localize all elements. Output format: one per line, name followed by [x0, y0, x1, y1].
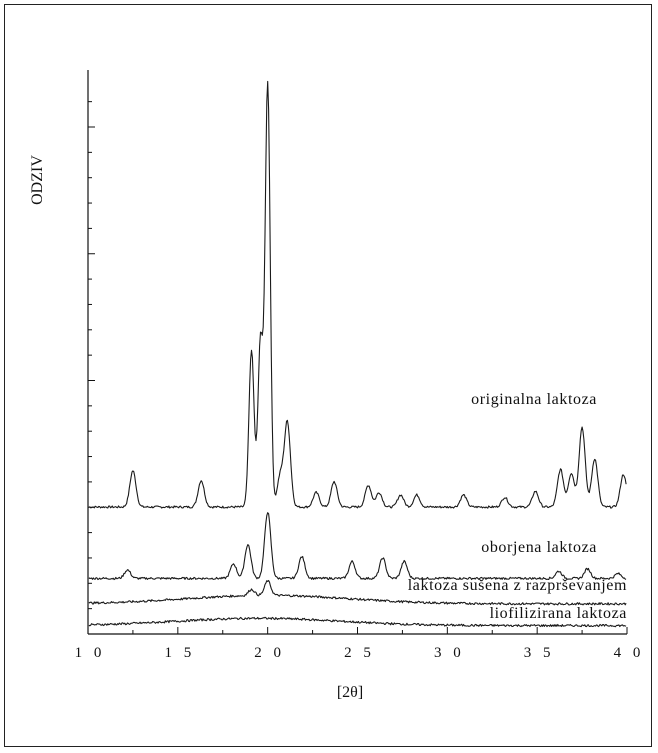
chart-axes — [87, 70, 628, 635]
series-line-3 — [88, 579, 627, 606]
series-line-2 — [88, 512, 627, 581]
y-axis-label: ODZIV — [29, 155, 46, 205]
x-tick-label: 1 5 — [164, 645, 195, 661]
x-tick-label: 2 0 — [254, 645, 285, 661]
x-tick-label: 3 5 — [524, 645, 555, 661]
chart-labels: 1 0 1 5 2 0 2 5 3 0 3 5 4 0 originalna laktoza o… — [75, 391, 645, 661]
x-tick-label: 3 0 — [434, 645, 465, 661]
series-line-4 — [88, 616, 627, 628]
series-label-4: liofilizirana laktoza — [490, 605, 627, 622]
x-tick-label: 2 5 — [344, 645, 375, 661]
chart-frame — [4, 4, 652, 747]
series-label-2: oborjena laktoza — [481, 539, 597, 556]
series-label-1: originalna laktoza — [471, 391, 597, 408]
chart-traces — [88, 80, 627, 628]
x-axis-label: [2θ] — [337, 684, 363, 701]
series-line-1 — [88, 80, 627, 509]
x-tick-label: 1 0 — [75, 645, 106, 661]
series-label-3: laktoza sušena z razprševanjem — [408, 577, 627, 594]
x-tick-label: 4 0 — [614, 645, 645, 661]
